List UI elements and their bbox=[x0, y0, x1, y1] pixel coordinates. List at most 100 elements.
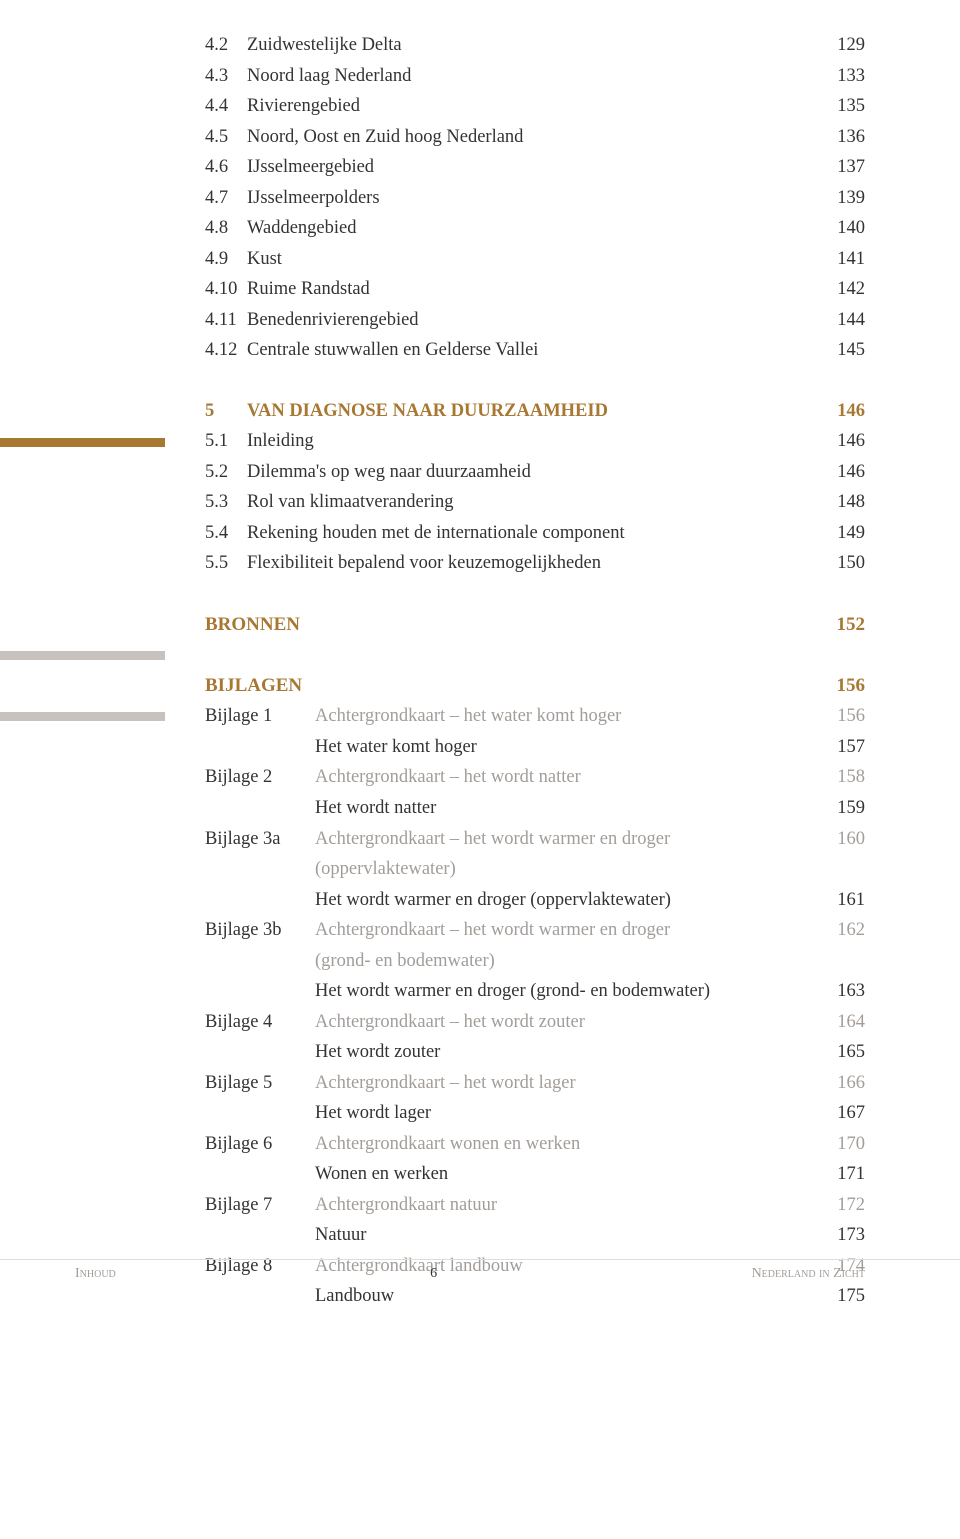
toc-page: 136 bbox=[815, 122, 865, 153]
toc-num: 4.10 bbox=[205, 274, 247, 305]
bijlage-text: Landbouw bbox=[315, 1281, 815, 1312]
toc-num: 4.12 bbox=[205, 335, 247, 366]
bijlage-text: (grond- en bodemwater) bbox=[315, 946, 815, 977]
marker-bijlagen bbox=[0, 712, 165, 721]
toc-label: Noord, Oost en Zuid hoog Nederland bbox=[247, 122, 815, 153]
footer-right: Nederland in Zicht bbox=[752, 1266, 865, 1282]
toc-num: 5.4 bbox=[205, 518, 247, 549]
toc-label: Centrale stuwwallen en Gelderse Vallei bbox=[247, 335, 815, 366]
bijlage-page: 160 bbox=[815, 824, 865, 855]
toc-row: 4.7IJsselmeerpolders139 bbox=[205, 183, 865, 214]
toc-label: Kust bbox=[247, 244, 815, 275]
bijlage-page: 165 bbox=[815, 1037, 865, 1068]
toc-row: 4.11Benedenrivierengebied144 bbox=[205, 305, 865, 336]
bijlage-row: (oppervlaktewater) bbox=[205, 854, 865, 885]
toc-page: 129 bbox=[815, 30, 865, 61]
bijlage-page: 159 bbox=[815, 793, 865, 824]
toc-row: 4.6IJsselmeergebied137 bbox=[205, 152, 865, 183]
bijlage-row: Bijlage 3aAchtergrondkaart – het wordt w… bbox=[205, 824, 865, 855]
toc-num: 4.5 bbox=[205, 122, 247, 153]
bijlage-row: Het wordt zouter165 bbox=[205, 1037, 865, 1068]
bijlage-row: Bijlage 2Achtergrondkaart – het wordt na… bbox=[205, 762, 865, 793]
toc-label: Rekening houden met de internationale co… bbox=[247, 518, 815, 549]
toc-label: Waddengebied bbox=[247, 213, 815, 244]
bijlage-text: Natuur bbox=[315, 1220, 815, 1251]
bijlage-label: Bijlage 2 bbox=[205, 762, 315, 793]
toc-label: IJsselmeerpolders bbox=[247, 183, 815, 214]
bijlage-page: 161 bbox=[815, 885, 865, 916]
toc-page: 148 bbox=[815, 487, 865, 518]
bijlage-text: Achtergrondkaart natuur bbox=[315, 1190, 815, 1221]
bijlage-row: Natuur173 bbox=[205, 1220, 865, 1251]
section-title: VAN DIAGNOSE NAAR DUURZAAMHEID bbox=[247, 396, 815, 427]
toc-label: Noord laag Nederland bbox=[247, 61, 815, 92]
bijlage-label: Bijlage 6 bbox=[205, 1129, 315, 1160]
toc-num: 5.1 bbox=[205, 426, 247, 457]
bijlage-row: Het wordt warmer en droger (grond- en bo… bbox=[205, 976, 865, 1007]
toc-row: 4.5Noord, Oost en Zuid hoog Nederland136 bbox=[205, 122, 865, 153]
toc-row: 4.9Kust141 bbox=[205, 244, 865, 275]
bijlage-row: (grond- en bodemwater) bbox=[205, 946, 865, 977]
toc-num: 5.2 bbox=[205, 457, 247, 488]
bijlagen-label: BIJLAGEN bbox=[205, 670, 815, 701]
toc-num: 5.5 bbox=[205, 548, 247, 579]
bijlage-label: Bijlage 7 bbox=[205, 1190, 315, 1221]
bijlage-page: 173 bbox=[815, 1220, 865, 1251]
toc-row: 4.8Waddengebied140 bbox=[205, 213, 865, 244]
bijlage-page: 158 bbox=[815, 762, 865, 793]
toc-page: 145 bbox=[815, 335, 865, 366]
bijlage-text: Het wordt warmer en droger (grond- en bo… bbox=[315, 976, 815, 1007]
toc-num: 4.4 bbox=[205, 91, 247, 122]
page-content: 4.2Zuidwestelijke Delta1294.3Noord laag … bbox=[0, 0, 960, 1312]
bijlage-text: Achtergrondkaart – het wordt warmer en d… bbox=[315, 824, 815, 855]
bijlage-page: 167 bbox=[815, 1098, 865, 1129]
bronnen-header: BRONNEN 152 bbox=[205, 609, 865, 640]
bijlage-text: Achtergrondkaart – het wordt natter bbox=[315, 762, 815, 793]
toc-page: 146 bbox=[815, 426, 865, 457]
toc-row: 4.12Centrale stuwwallen en Gelderse Vall… bbox=[205, 335, 865, 366]
bijlage-row: Bijlage 1Achtergrondkaart – het water ko… bbox=[205, 701, 865, 732]
section-5-wrapper: 5 VAN DIAGNOSE NAAR DUURZAAMHEID 146 bbox=[205, 396, 865, 427]
toc-page: 149 bbox=[815, 518, 865, 549]
toc-row: 5.5Flexibiliteit bepalend voor keuzemoge… bbox=[205, 548, 865, 579]
toc-label: Flexibiliteit bepalend voor keuzemogelij… bbox=[247, 548, 815, 579]
toc-label: Dilemma's op weg naar duurzaamheid bbox=[247, 457, 815, 488]
bijlage-text: Achtergrondkaart wonen en werken bbox=[315, 1129, 815, 1160]
toc-page: 142 bbox=[815, 274, 865, 305]
section-5-items: 5.1Inleiding1465.2Dilemma's op weg naar … bbox=[205, 426, 865, 579]
bijlage-row: Wonen en werken171 bbox=[205, 1159, 865, 1190]
bijlage-label: Bijlage 4 bbox=[205, 1007, 315, 1038]
bijlage-page: 164 bbox=[815, 1007, 865, 1038]
toc-row: 5.2Dilemma's op weg naar duurzaamheid146 bbox=[205, 457, 865, 488]
page-footer: Inhoud 6 Nederland in Zicht bbox=[0, 1259, 960, 1282]
marker-bronnen bbox=[0, 651, 165, 660]
toc-label: Zuidwestelijke Delta bbox=[247, 30, 815, 61]
footer-left: Inhoud bbox=[75, 1266, 116, 1282]
toc-page: 139 bbox=[815, 183, 865, 214]
bronnen-wrapper: BRONNEN 152 bbox=[205, 609, 865, 640]
section-page: 146 bbox=[815, 396, 865, 427]
toc-label: Inleiding bbox=[247, 426, 815, 457]
toc-num: 5.3 bbox=[205, 487, 247, 518]
bijlagen-header: BIJLAGEN 156 bbox=[205, 670, 865, 701]
toc-label: IJsselmeergebied bbox=[247, 152, 815, 183]
toc-row: 5.3Rol van klimaatverandering148 bbox=[205, 487, 865, 518]
bijlage-label: Bijlage 1 bbox=[205, 701, 315, 732]
bijlage-page: 163 bbox=[815, 976, 865, 1007]
toc-num: 4.11 bbox=[205, 305, 247, 336]
bijlagen-items: Bijlage 1Achtergrondkaart – het water ko… bbox=[205, 701, 865, 1311]
bijlage-text: Achtergrondkaart – het water komt hoger bbox=[315, 701, 815, 732]
bijlage-label: Bijlage 3b bbox=[205, 915, 315, 946]
bijlage-row: Het water komt hoger157 bbox=[205, 732, 865, 763]
bijlage-row: Het wordt natter159 bbox=[205, 793, 865, 824]
toc-label: Ruime Randstad bbox=[247, 274, 815, 305]
toc-content: 4.2Zuidwestelijke Delta1294.3Noord laag … bbox=[205, 30, 865, 1312]
marker-section-5 bbox=[0, 438, 165, 447]
footer-center: 6 bbox=[430, 1266, 437, 1282]
toc-row: 4.4Rivierengebied135 bbox=[205, 91, 865, 122]
toc-page: 150 bbox=[815, 548, 865, 579]
toc-num: 4.3 bbox=[205, 61, 247, 92]
bijlage-text: Het wordt warmer en droger (oppervlaktew… bbox=[315, 885, 815, 916]
bijlage-page: 166 bbox=[815, 1068, 865, 1099]
bijlage-page: 175 bbox=[815, 1281, 865, 1312]
